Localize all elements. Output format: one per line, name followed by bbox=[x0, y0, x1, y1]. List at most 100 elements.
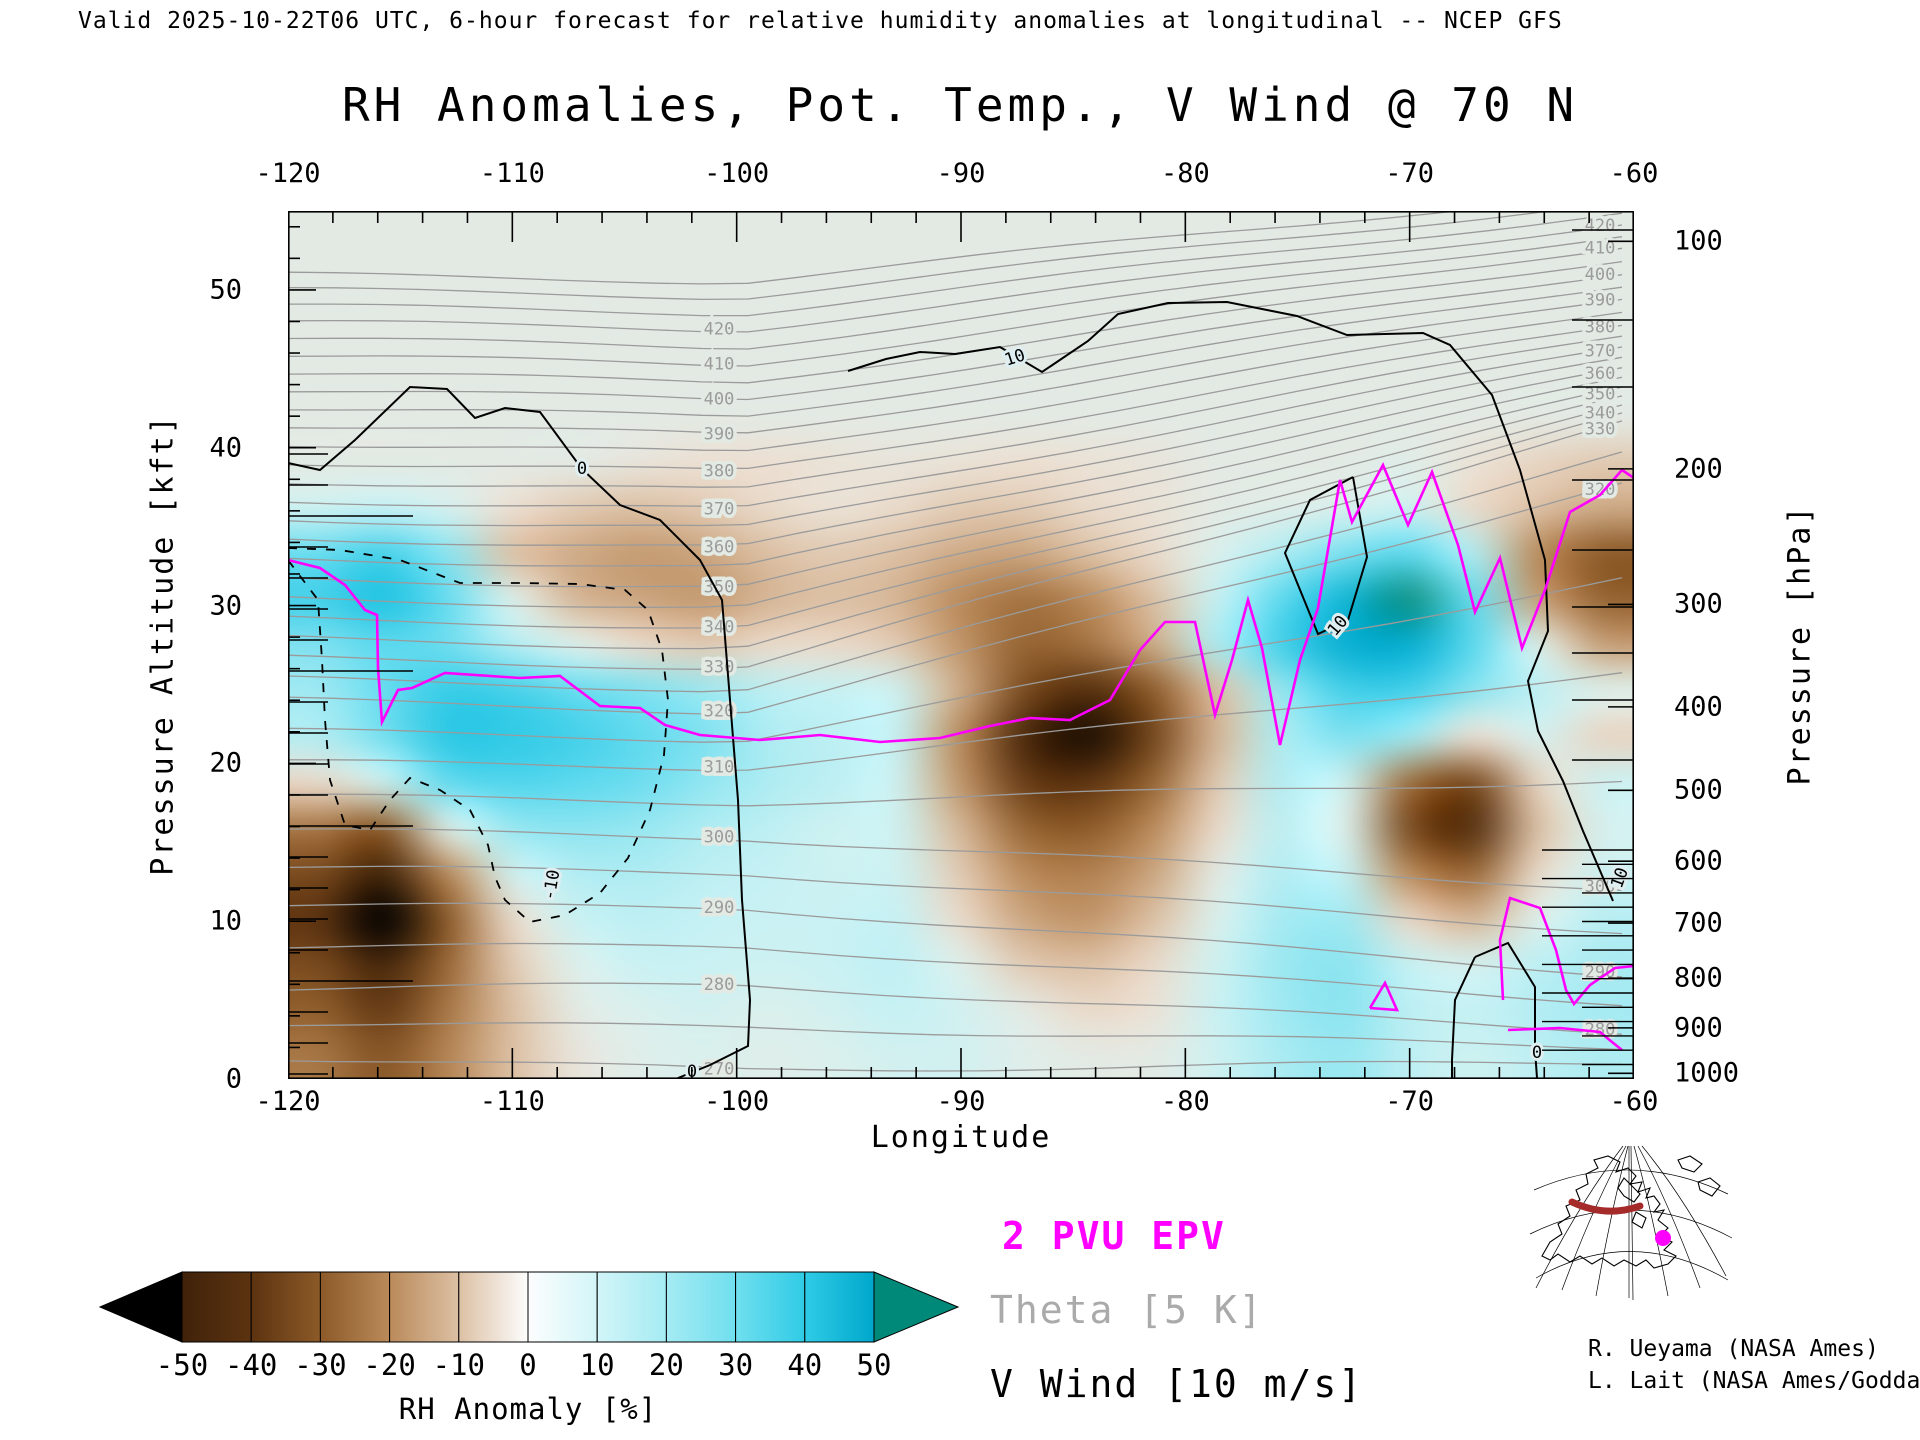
theta-contour-310 bbox=[288, 672, 1623, 772]
theta-contour-420 bbox=[288, 224, 1623, 333]
legend-epv: 2 PVU EPV bbox=[1002, 1214, 1226, 1258]
theta-contour-410 bbox=[288, 247, 1623, 367]
theta-contour-360 bbox=[288, 367, 1623, 546]
theta-label: 370 bbox=[1585, 341, 1616, 361]
colorbar-under-arrow bbox=[98, 1271, 183, 1343]
theta-contour-350 bbox=[288, 386, 1623, 588]
colorbar-segment bbox=[665, 1271, 737, 1343]
credit-line-2: L. Lait (NASA Ames/Goddard) bbox=[1588, 1368, 1920, 1394]
theta-label: 340 bbox=[1585, 403, 1616, 423]
theta-contour-395 bbox=[288, 286, 1623, 417]
theta-contour-375 bbox=[288, 335, 1623, 488]
x-tick-label-bottom: -70 bbox=[1385, 1086, 1435, 1117]
x-tick-label-bottom: -90 bbox=[936, 1086, 986, 1117]
plot-title: RH Anomalies, Pot. Temp., V Wind @ 70 N bbox=[341, 78, 1579, 132]
theta-label: 290 bbox=[1585, 962, 1616, 982]
y-axis-title-left: Pressure Altitude [kft] bbox=[145, 414, 181, 876]
colorbar-segment bbox=[250, 1271, 321, 1343]
epv-2pvu-line-secondary bbox=[1498, 896, 1634, 1007]
x-tick-label-top: -70 bbox=[1385, 158, 1435, 189]
theta-contour-325 bbox=[288, 451, 1623, 693]
theta-label: 310 bbox=[704, 758, 735, 778]
theta-contour-315 bbox=[288, 577, 1623, 743]
theta-contour-435 bbox=[288, 211, 1462, 285]
colorbar-tick-label: -20 bbox=[363, 1348, 416, 1382]
theta-contour-385 bbox=[288, 311, 1623, 452]
epv-2pvu-line-secondary bbox=[1507, 1026, 1623, 1052]
theta-contour-275 bbox=[288, 1022, 1623, 1051]
vwind-label: 10 bbox=[1002, 345, 1028, 370]
legend-theta: Theta [5 K] bbox=[990, 1288, 1264, 1332]
theta-contour-430 bbox=[288, 211, 1555, 301]
hpa-tick-label: 200 bbox=[1674, 453, 1723, 485]
credit-line-1: R. Ueyama (NASA Ames) bbox=[1588, 1336, 1879, 1362]
colorbar-segment bbox=[527, 1271, 598, 1343]
kft-tick-label: 50 bbox=[209, 274, 242, 306]
kft-tick-label: 0 bbox=[225, 1063, 242, 1095]
theta-label: 360 bbox=[704, 538, 735, 558]
cross-section-plot: 270 280 290 300 310 320 330 340 350 360 370 380 390 4… bbox=[288, 211, 1634, 1079]
vwind-contour-0 bbox=[288, 385, 752, 1079]
theta-contour-345 bbox=[288, 395, 1623, 608]
theta-label: 420 bbox=[704, 320, 735, 340]
theta-label: 410 bbox=[704, 355, 735, 375]
theta-contour-335 bbox=[288, 412, 1623, 650]
theta-contour-280 bbox=[288, 982, 1623, 1035]
vwind-label: -10 bbox=[539, 868, 564, 902]
theta-label: 290 bbox=[704, 898, 735, 918]
colorbar-tick-label: -30 bbox=[294, 1348, 347, 1382]
theta-contour-295 bbox=[288, 865, 1623, 935]
hpa-tick-label: 500 bbox=[1674, 774, 1723, 806]
theta-contour-320 bbox=[288, 482, 1623, 715]
x-tick-label-top: -120 bbox=[255, 158, 321, 189]
hpa-tick-label: 400 bbox=[1674, 691, 1723, 723]
colorbar-segment bbox=[735, 1271, 806, 1343]
theta-label: 400 bbox=[1585, 265, 1616, 285]
theta-label: 410 bbox=[1585, 239, 1616, 259]
epv-2pvu-line-secondary bbox=[1368, 980, 1400, 1012]
theta-contour-380 bbox=[288, 324, 1623, 470]
x-tick-label-bottom: -100 bbox=[704, 1086, 770, 1117]
colorbar-tick-label: 10 bbox=[579, 1348, 615, 1382]
location-marker-icon bbox=[1655, 1230, 1671, 1246]
kft-tick-label: 30 bbox=[209, 590, 242, 622]
theta-label: 380 bbox=[1585, 318, 1616, 338]
theta-label: 390 bbox=[704, 425, 735, 445]
theta-contour-270 bbox=[288, 1060, 1623, 1072]
epv-2pvu-line bbox=[288, 461, 1634, 746]
theta-contour-390 bbox=[288, 298, 1623, 434]
colorbar-tick-label: -10 bbox=[432, 1348, 485, 1382]
theta-label: 300 bbox=[704, 828, 735, 848]
colorbar-tick-label: -50 bbox=[155, 1348, 209, 1382]
x-tick-label-bottom: -110 bbox=[479, 1086, 545, 1117]
vwind-contour-0 bbox=[1474, 941, 1538, 1079]
map-coastline-icon bbox=[1541, 1155, 1721, 1269]
hpa-tick-label: 600 bbox=[1674, 845, 1723, 877]
theta-contour-285 bbox=[288, 942, 1623, 1007]
colorbar-segment bbox=[389, 1271, 460, 1343]
colorbar-segment bbox=[804, 1271, 875, 1343]
hpa-tick-label: 1000 bbox=[1674, 1057, 1740, 1089]
kft-tick-label: 20 bbox=[209, 747, 242, 779]
x-tick-label-bottom: -80 bbox=[1160, 1086, 1210, 1117]
kft-tick-label: 40 bbox=[209, 432, 242, 464]
colorbar bbox=[98, 1271, 960, 1343]
theta-contour-330 bbox=[288, 420, 1623, 670]
theta-label: 330 bbox=[1585, 419, 1616, 439]
theta-label: 420 bbox=[1585, 216, 1616, 236]
vwind-contour-10 bbox=[1283, 476, 1369, 636]
kft-tick-label: 10 bbox=[209, 905, 242, 937]
vwind-label: 0 bbox=[577, 459, 587, 479]
hpa-tick-label: 700 bbox=[1674, 907, 1723, 939]
theta-contour-370 bbox=[288, 346, 1623, 507]
theta-contour-300 bbox=[288, 828, 1623, 891]
colorbar-segment bbox=[181, 1271, 252, 1343]
theta-label: 390 bbox=[1585, 290, 1616, 310]
hpa-tick-label: 800 bbox=[1674, 962, 1723, 994]
theta-contour-400 bbox=[288, 274, 1623, 401]
theta-label: 270 bbox=[704, 1059, 735, 1079]
theta-label: 350 bbox=[1585, 385, 1616, 405]
colorbar-tick-label: 20 bbox=[648, 1348, 684, 1382]
colorbar-tick-label: 40 bbox=[787, 1348, 823, 1382]
